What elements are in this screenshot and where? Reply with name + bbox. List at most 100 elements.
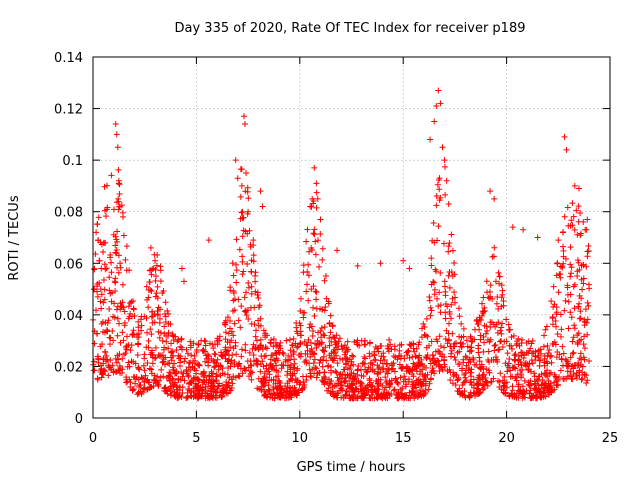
data-point <box>485 367 492 374</box>
data-point <box>579 363 586 370</box>
data-point <box>574 332 581 339</box>
data-point <box>94 221 101 228</box>
data-point <box>333 340 340 347</box>
data-point <box>508 390 515 397</box>
data-point <box>239 258 246 265</box>
data-point <box>108 269 115 276</box>
data-point <box>529 360 536 367</box>
data-point <box>213 394 220 401</box>
data-point <box>288 394 295 401</box>
data-point <box>349 382 356 389</box>
data-point <box>404 352 411 359</box>
data-point <box>97 298 104 305</box>
data-point <box>384 345 391 352</box>
data-point <box>247 368 254 375</box>
data-point <box>574 341 581 348</box>
data-point <box>346 377 353 384</box>
data-point <box>334 374 341 381</box>
data-point <box>439 144 446 151</box>
data-point <box>104 204 111 211</box>
data-point <box>535 347 542 354</box>
data-point <box>397 374 404 381</box>
data-point <box>582 306 589 313</box>
data-point <box>436 197 443 204</box>
data-point <box>238 166 245 173</box>
data-point <box>305 261 312 268</box>
data-point <box>147 326 154 333</box>
data-point <box>582 226 589 233</box>
data-point <box>195 361 202 368</box>
data-point <box>310 200 317 207</box>
data-point <box>467 389 474 396</box>
data-point <box>333 369 340 376</box>
data-point <box>541 332 548 339</box>
data-point <box>314 237 321 244</box>
data-point <box>545 349 552 356</box>
data-point <box>273 362 280 369</box>
data-point <box>448 347 455 354</box>
data-point <box>288 375 295 382</box>
data-point <box>568 264 575 271</box>
y-tick-label: 0.02 <box>54 360 83 375</box>
data-point <box>461 378 468 385</box>
data-point <box>350 375 357 382</box>
data-point <box>506 342 513 349</box>
data-point <box>414 377 421 384</box>
data-point <box>377 260 384 267</box>
data-point <box>460 379 467 386</box>
data-point <box>463 337 470 344</box>
data-point <box>526 361 533 368</box>
data-point <box>313 344 320 351</box>
data-point <box>427 376 434 383</box>
data-point <box>110 337 117 344</box>
data-point <box>239 233 246 240</box>
data-point <box>128 342 135 349</box>
data-point <box>458 390 465 397</box>
data-point <box>343 388 350 395</box>
data-point <box>244 230 251 237</box>
data-point <box>527 368 534 375</box>
data-point <box>482 330 489 337</box>
data-point <box>437 100 444 107</box>
data-point <box>227 387 234 394</box>
data-point <box>527 345 534 352</box>
data-point <box>375 391 382 398</box>
data-point <box>324 387 331 394</box>
data-point <box>106 274 113 281</box>
data-point <box>261 391 268 398</box>
data-point <box>353 386 360 393</box>
data-point <box>410 360 417 367</box>
data-point <box>112 249 119 256</box>
data-point <box>525 381 532 388</box>
data-point <box>254 361 261 368</box>
data-point <box>471 326 478 333</box>
data-point <box>326 342 333 349</box>
data-point <box>167 392 174 399</box>
data-point <box>314 337 321 344</box>
data-point <box>230 332 237 339</box>
data-point <box>244 188 251 195</box>
data-point <box>277 345 284 352</box>
data-point <box>146 279 153 286</box>
data-point <box>128 358 135 365</box>
data-point <box>500 298 507 305</box>
data-point <box>420 376 427 383</box>
data-point <box>246 373 253 380</box>
data-point <box>515 335 522 342</box>
data-point <box>183 395 190 402</box>
data-point <box>463 362 470 369</box>
data-point <box>239 208 246 215</box>
data-point <box>560 229 567 236</box>
data-point <box>544 342 551 349</box>
data-point <box>509 387 516 394</box>
data-point <box>561 133 568 140</box>
data-point <box>126 363 133 370</box>
data-point <box>493 300 500 307</box>
data-point <box>447 353 454 360</box>
data-point <box>152 344 159 351</box>
data-point <box>542 326 549 333</box>
data-point <box>201 379 208 386</box>
data-point <box>518 362 525 369</box>
data-point <box>177 384 184 391</box>
data-point <box>91 286 98 293</box>
